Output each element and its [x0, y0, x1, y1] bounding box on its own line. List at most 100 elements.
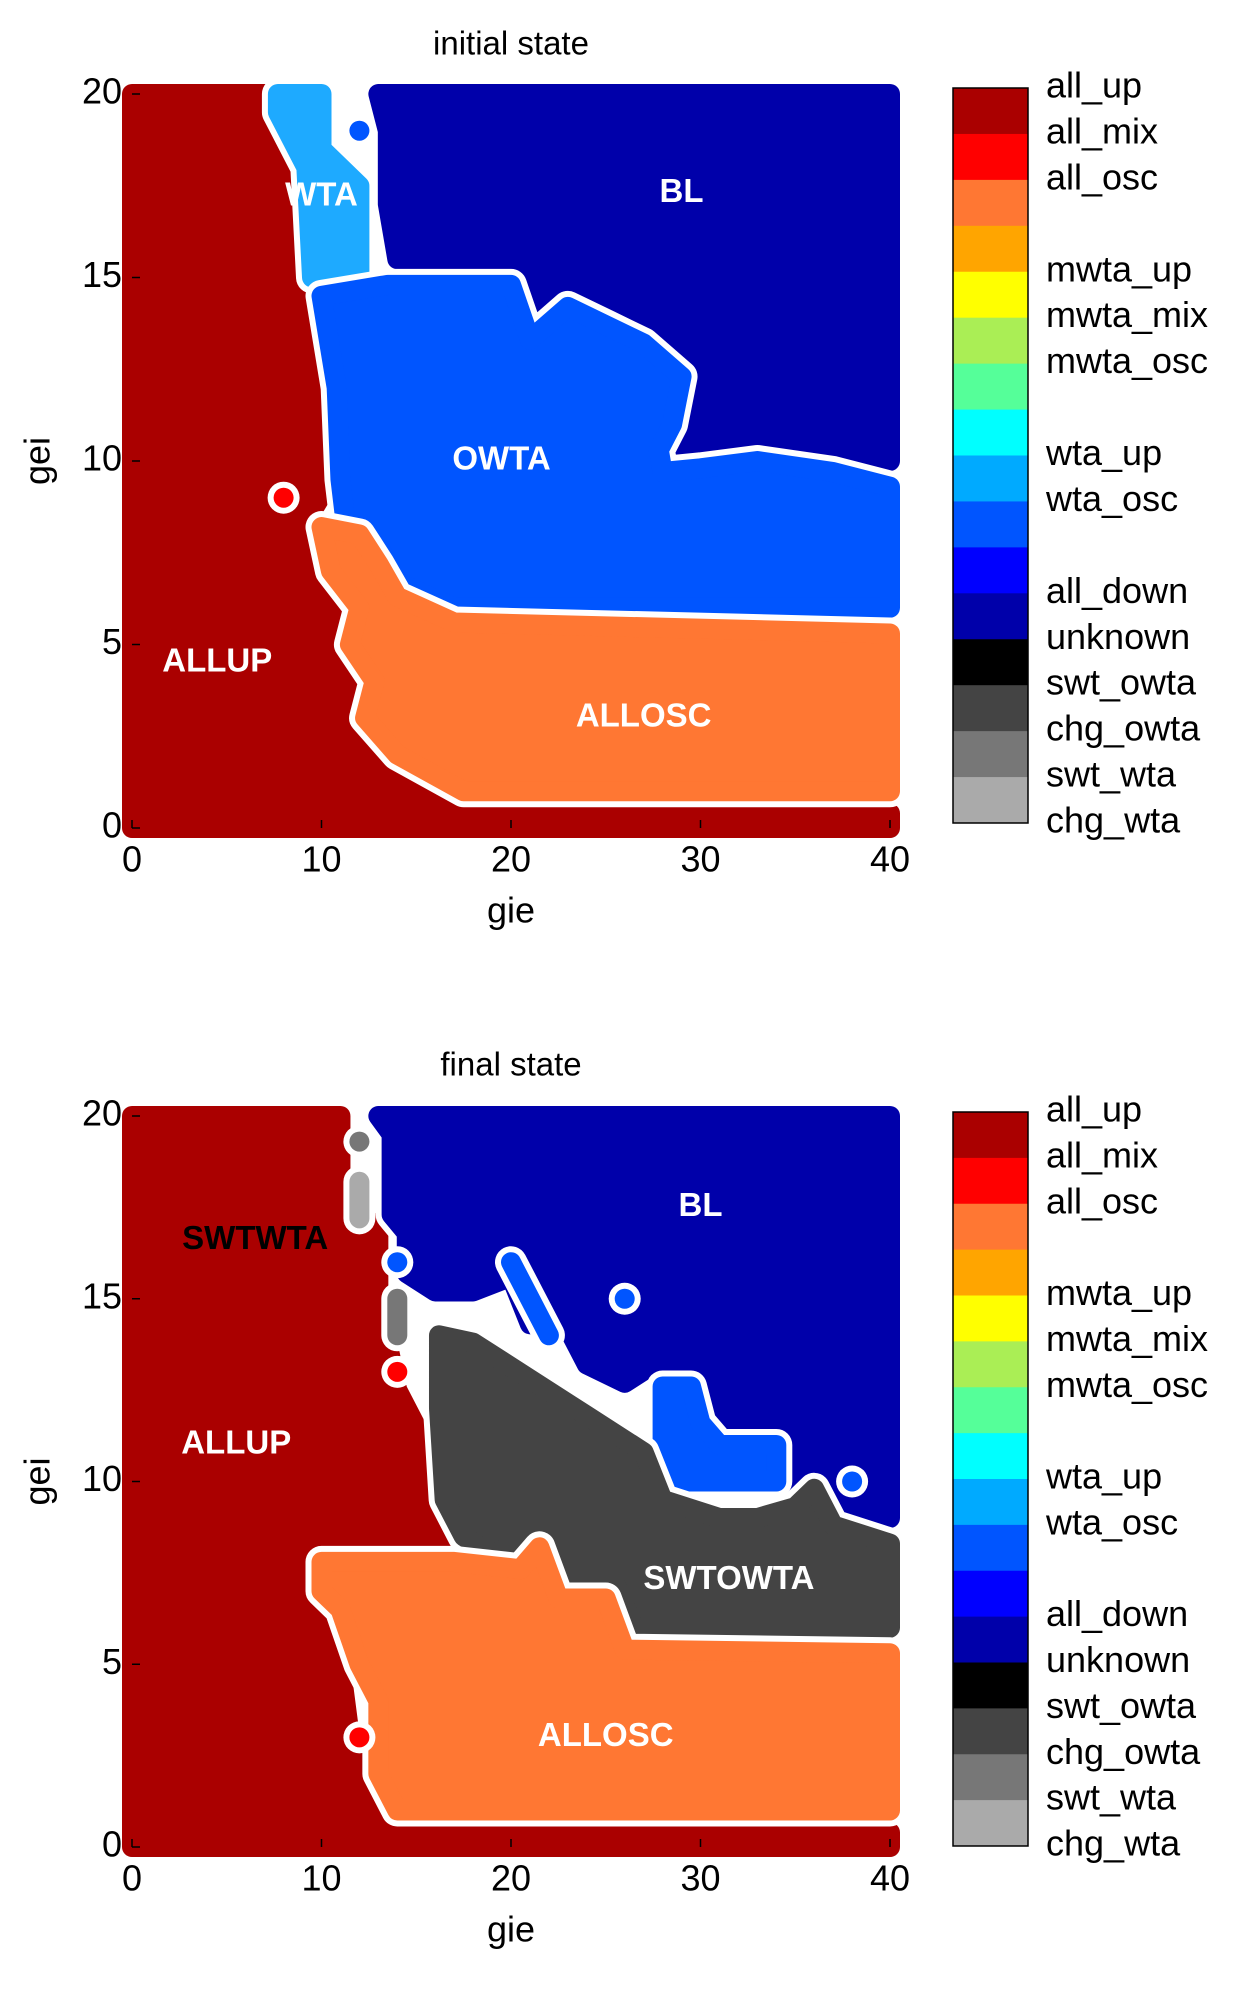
colorbar-label: chg_wta — [1046, 1823, 1181, 1864]
region — [311, 1537, 900, 1821]
colorbar-label: swt_wta — [1046, 1777, 1177, 1818]
colorbar-swatch — [953, 133, 1028, 181]
colorbar-swatch — [953, 317, 1028, 365]
y-tick-label: 10 — [82, 438, 122, 479]
colorbar-swatch — [953, 1616, 1028, 1663]
colorbar-label: all_osc — [1046, 156, 1158, 197]
colorbar-swatch — [953, 1249, 1028, 1296]
colorbar-swatch — [953, 1800, 1028, 1847]
colorbar-frame — [952, 87, 1029, 824]
x-tick-label: 30 — [680, 1858, 720, 1899]
x-tick-label: 40 — [870, 839, 910, 880]
colorbar-swatch — [953, 1387, 1028, 1434]
region — [501, 1252, 559, 1346]
colorbar-label: wta_up — [1045, 1456, 1162, 1497]
colorbar-swatch — [953, 1112, 1028, 1159]
y-axis-label: gei — [17, 1457, 58, 1505]
x-tick-label: 10 — [301, 1858, 341, 1899]
y-tick-label: 15 — [82, 254, 122, 295]
colorbar-label: chg_owta — [1046, 708, 1201, 749]
region-label: ALLOSC — [538, 1716, 674, 1753]
x-axis-label: gie — [487, 890, 535, 931]
chart-title: initial state — [433, 25, 589, 62]
x-tick-label: 0 — [122, 839, 142, 880]
colorbar-swatch — [953, 1341, 1028, 1388]
chart-title: final state — [440, 1046, 581, 1083]
colorbar-label: all_down — [1046, 1593, 1188, 1634]
y-tick-label: 20 — [82, 71, 122, 112]
colorbar-label: all_down — [1046, 570, 1188, 611]
colorbar-swatch — [953, 409, 1028, 456]
colorbar-label: wta_osc — [1045, 1501, 1178, 1542]
colorbar-swatch — [953, 1570, 1028, 1618]
colorbar-swatch — [953, 593, 1028, 640]
colorbar-swatch — [953, 88, 1028, 135]
colorbar-swatch — [953, 639, 1028, 686]
region-label: SWTOWTA — [643, 1559, 814, 1596]
colorbar-swatch — [953, 1203, 1028, 1251]
colorbar-label: all_osc — [1046, 1180, 1158, 1221]
colorbar-frame — [952, 1111, 1029, 1847]
y-tick-label: 0 — [102, 805, 122, 846]
colorbar-swatch — [953, 777, 1028, 824]
y-tick-label: 10 — [82, 1458, 122, 1499]
colorbar-swatch — [953, 1479, 1028, 1526]
colorbar-label: chg_owta — [1046, 1731, 1201, 1772]
colorbar-swatch — [953, 731, 1028, 778]
colorbar-label: all_up — [1046, 1089, 1142, 1130]
region-label: WTA — [285, 175, 358, 212]
colorbar-swatch — [953, 1662, 1028, 1709]
colorbar-swatch — [953, 685, 1028, 732]
colorbar-swatch — [953, 1754, 1028, 1801]
colorbar-label: wta_osc — [1045, 478, 1178, 519]
y-tick-label: 5 — [102, 621, 122, 662]
region-label: BL — [679, 1186, 723, 1223]
colorbar-swatch — [953, 547, 1028, 594]
colorbar-swatch — [953, 1157, 1028, 1205]
colorbar-label: swt_wta — [1046, 754, 1177, 795]
region-label: SWTWTA — [182, 1219, 328, 1256]
colorbar-label: wta_up — [1045, 432, 1162, 473]
x-tick-label: 20 — [491, 839, 531, 880]
colorbar-swatch — [953, 1708, 1028, 1755]
colorbar-label: mwta_mix — [1046, 1318, 1208, 1359]
colorbar-swatch — [953, 1433, 1028, 1480]
colorbar-label: unknown — [1046, 616, 1190, 657]
colorbar-swatch — [953, 363, 1028, 411]
colorbar-swatch — [953, 455, 1028, 502]
colorbar-label: all_mix — [1046, 1134, 1158, 1175]
y-tick-label: 5 — [102, 1641, 122, 1682]
colorbar-label: mwta_mix — [1046, 294, 1208, 335]
colorbar-swatch — [953, 1524, 1028, 1572]
colorbar-label: swt_owta — [1046, 662, 1197, 703]
colorbar-label: unknown — [1046, 1639, 1190, 1680]
colorbar-swatch — [953, 501, 1028, 548]
region-label: BL — [660, 172, 704, 209]
colorbar-swatch — [953, 225, 1028, 273]
x-tick-label: 40 — [870, 1858, 910, 1899]
x-tick-label: 20 — [491, 1858, 531, 1899]
colorbar-label: chg_wta — [1046, 800, 1181, 841]
region-label: OWTA — [452, 440, 550, 477]
colorbar-label: mwta_osc — [1046, 340, 1208, 381]
colorbar-label: mwta_up — [1046, 248, 1192, 289]
region-label: ALLUP — [162, 642, 272, 679]
x-axis-label: gie — [487, 1909, 535, 1950]
colorbar-label: all_mix — [1046, 110, 1158, 151]
region-label: ALLOSC — [576, 697, 712, 734]
colorbar-label: all_up — [1046, 65, 1142, 106]
colorbar-label: mwta_up — [1046, 1272, 1192, 1313]
x-tick-label: 0 — [122, 1858, 142, 1899]
region — [311, 517, 900, 802]
y-tick-label: 20 — [82, 1093, 122, 1134]
colorbar-swatch — [953, 1295, 1028, 1342]
x-tick-label: 10 — [301, 839, 341, 880]
colorbar-swatch — [953, 271, 1028, 319]
region-label: ALLUP — [181, 1424, 291, 1461]
y-axis-label: gei — [17, 437, 58, 485]
colorbar-label: mwta_osc — [1046, 1364, 1208, 1405]
colorbar-label: swt_owta — [1046, 1685, 1197, 1726]
y-tick-label: 0 — [102, 1824, 122, 1865]
